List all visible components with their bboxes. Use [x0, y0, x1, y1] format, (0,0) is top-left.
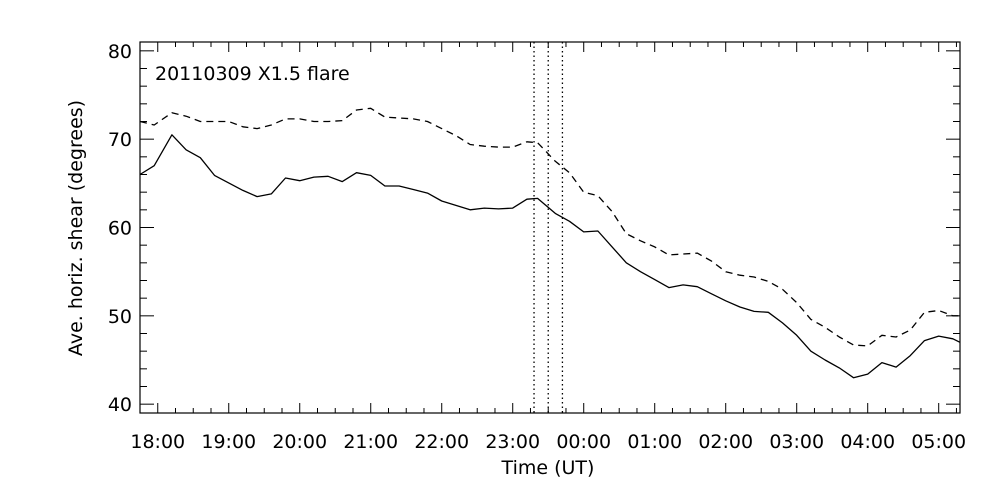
- ticks-group: [139, 42, 960, 413]
- x-tick-label: 03:00: [769, 431, 824, 453]
- dashed-shear-line: [139, 107, 960, 347]
- x-tick-label: 22:00: [414, 431, 469, 453]
- x-tick-label: 19:00: [201, 431, 256, 453]
- solid-shear-line: [139, 134, 961, 379]
- x-tick-label: 21:00: [343, 431, 398, 453]
- series-group: [139, 107, 961, 379]
- x-tick-label: 02:00: [698, 431, 753, 453]
- y-tick-label: 60: [108, 218, 132, 240]
- x-tick-label: 01:00: [627, 431, 682, 453]
- x-tick-label: 18:00: [130, 431, 185, 453]
- x-axis-label: Time (UT): [501, 457, 595, 479]
- x-tick-label: 00:00: [556, 431, 611, 453]
- flare-markers: [533, 42, 564, 413]
- y-axis-label: Ave. horiz. shear (degrees): [65, 100, 87, 356]
- x-tick-label: 20:00: [272, 431, 327, 453]
- y-tick-label: 40: [108, 394, 132, 416]
- x-tick-label: 05:00: [911, 431, 966, 453]
- x-tick-labels: 18:00 19:00 20:00 21:00 22:00 23:00 00:00 01:00…: [130, 431, 966, 453]
- y-tick-label: 50: [108, 306, 132, 328]
- plot-frame: [139, 41, 961, 414]
- x-tick-label: 23:00: [485, 431, 540, 453]
- y-tick-label: 80: [108, 41, 132, 63]
- x-tick-label: 04:00: [840, 431, 895, 453]
- y-tick-label: 70: [108, 129, 132, 151]
- y-tick-labels: 40 50 60 70 80: [108, 41, 132, 416]
- flare-annotation: 20110309 X1.5 flare: [155, 63, 350, 85]
- plot-frame-group: [139, 41, 961, 414]
